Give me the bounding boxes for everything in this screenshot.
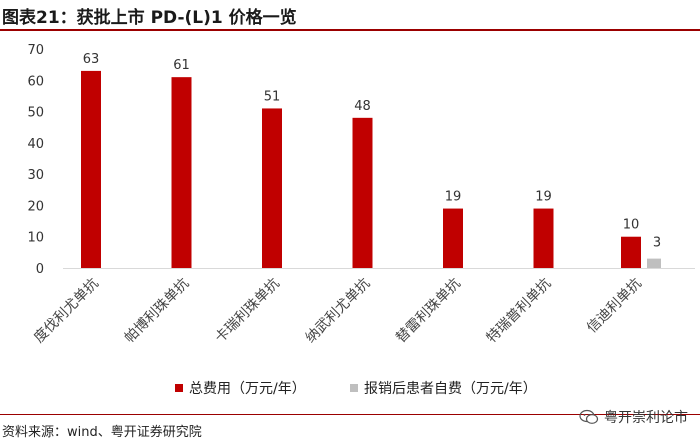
footer-divider [0,414,700,415]
x-tick-label-1: 帕博利珠单抗 [121,275,192,346]
legend-swatch-total [175,384,183,392]
data-label-total-6: 10 [623,218,640,233]
title-divider [0,29,700,31]
y-tick-label-50: 50 [27,106,44,121]
y-tick-label-0: 0 [36,262,44,277]
legend-label-self-pay: 报销后患者自费（万元/年） [364,381,537,397]
y-tick-label-30: 30 [27,168,44,183]
data-label-total-1: 61 [173,58,190,73]
watermark-text: 粤开崇利论市 [604,410,688,426]
y-tick-label-40: 40 [27,137,44,152]
bar-total-2 [262,108,282,268]
y-tick-label-70: 70 [27,43,44,58]
data-label-total-4: 19 [445,190,462,205]
bar-total-4 [443,208,463,268]
data-label-self-pay-6: 3 [653,236,661,251]
title-bar: 图表21：获批上市 PD-(L)1 价格一览 [0,0,700,28]
data-label-total-3: 48 [354,99,371,114]
y-tick-label-10: 10 [27,231,44,246]
x-tick-label-5: 特瑞普利单抗 [484,276,555,347]
chart-legend: 总费用（万元/年） 报销后患者自费（万元/年） [0,378,700,398]
bar-total-1 [171,77,192,269]
y-tick-label-20: 20 [27,199,44,214]
x-tick-label-0: 度伐利尤单抗 [31,276,102,347]
bar-total-6 [621,236,641,268]
data-label-total-5: 19 [535,190,552,205]
x-tick-label-6: 信迪利单抗 [584,276,645,337]
bar-chart: 0 10 20 30 40 50 60 70 63 度伐利尤单抗 61 帕博利珠单抗 51 卡瑞利珠单抗 4… [27,43,695,347]
data-label-total-0: 63 [83,52,100,67]
watermark: 粤开崇利论市 [579,407,688,427]
bar-total-3 [352,117,373,268]
legend-item-total: 总费用（万元/年） [175,378,306,398]
bar-self-pay-6 [647,258,661,268]
legend-swatch-self-pay [350,384,358,392]
bar-total-5 [533,208,554,268]
x-tick-label-2: 卡瑞利珠单抗 [212,276,283,347]
y-tick-label-60: 60 [27,74,44,89]
legend-item-self-pay: 报销后患者自费（万元/年） [350,378,537,398]
data-label-total-2: 51 [264,89,281,104]
legend-label-total: 总费用（万元/年） [189,381,306,397]
bar-total-0 [81,70,101,269]
wechat-icon [579,409,599,424]
source-note: 资料来源：wind、粤开证券研究院 [2,425,202,440]
figure-title: 图表21：获批上市 PD-(L)1 价格一览 [2,8,297,28]
x-tick-label-3: 纳武利尤单抗 [303,276,374,347]
x-tick-label-4: 替雷利珠单抗 [393,276,464,347]
